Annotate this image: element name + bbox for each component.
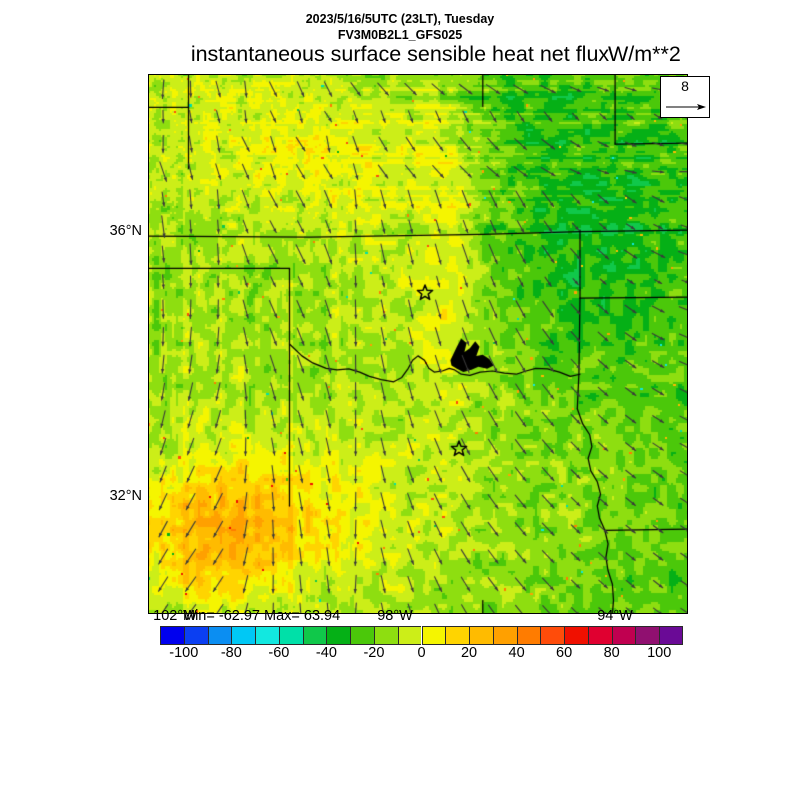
colorbar-cell[interactable] <box>231 626 256 645</box>
colorbar-tick: -80 <box>220 645 242 661</box>
colorbar-cell[interactable] <box>326 626 351 645</box>
colorbar-tick: 60 <box>556 645 573 661</box>
colorbar-cell[interactable] <box>302 626 327 645</box>
colorbar-cell[interactable] <box>350 626 374 645</box>
colorbar-cell[interactable] <box>540 626 565 645</box>
colorbar-tick: 20 <box>460 645 478 661</box>
lon-tick-label: 94°W <box>597 608 633 624</box>
heatflux-map-canvas[interactable] <box>148 74 688 614</box>
colorbar-cell[interactable] <box>587 626 612 645</box>
map-panel[interactable]: 8 <box>148 74 710 614</box>
colorbar-cell[interactable] <box>278 626 303 645</box>
colorbar[interactable] <box>160 626 683 645</box>
colorbar-cell[interactable] <box>469 626 493 645</box>
vector-scale-value: 8 <box>681 78 689 94</box>
colorbar-cell[interactable] <box>516 626 541 645</box>
colorbar-cell[interactable] <box>564 626 588 645</box>
colorbar-cell[interactable] <box>492 626 517 645</box>
colorbar-cell[interactable] <box>659 626 683 645</box>
colorbar-tick: -60 <box>268 645 290 661</box>
colorbar-tick: 100 <box>647 645 672 661</box>
colorbar-tick-labels: -100 -80 -60 -40 -20 0 20 40 60 80 100 <box>0 645 800 665</box>
colorbar-cell[interactable] <box>421 626 446 645</box>
colorbar-tick: 40 <box>508 645 525 661</box>
colorbar-cell[interactable] <box>255 626 279 645</box>
title-row: instantaneous surface sensible heat net … <box>0 42 800 68</box>
colorbar-cell[interactable] <box>160 626 184 645</box>
lat-tick-label: 32°N <box>109 488 142 504</box>
colorbar-cell[interactable] <box>183 626 208 645</box>
colorbar-cell[interactable] <box>207 626 232 645</box>
arrow-right-icon <box>666 104 706 110</box>
page-title: instantaneous surface sensible heat net … <box>190 42 610 66</box>
colorbar-tick: -100 <box>169 645 199 661</box>
colorbar-tick: 80 <box>603 645 620 661</box>
colorbar-cell[interactable] <box>611 626 636 645</box>
vector-scale-legend: 8 <box>660 76 710 118</box>
units-label: W/m**2 <box>608 42 681 66</box>
lon-tick-label: 102°W <box>153 608 197 624</box>
colorbar-cell[interactable] <box>635 626 660 645</box>
header-datetime: 2023/5/16/5UTC (23LT), Tuesday <box>305 12 495 26</box>
lon-tick-label: 98°W <box>377 608 413 624</box>
colorbar-tick: -40 <box>315 645 337 661</box>
colorbar-cell[interactable] <box>373 626 398 645</box>
colorbar-cell[interactable] <box>445 626 470 645</box>
colorbar-tick: 0 <box>417 645 426 661</box>
colorbar-cell[interactable] <box>397 626 422 645</box>
header-model-id: FV3M0B2L1_GFS025 <box>337 28 463 42</box>
colorbar-tick: -20 <box>363 645 385 661</box>
lat-tick-label: 36°N <box>109 223 142 239</box>
minmax-stats: Min= -62.97 Max= 63.94 <box>183 608 341 624</box>
